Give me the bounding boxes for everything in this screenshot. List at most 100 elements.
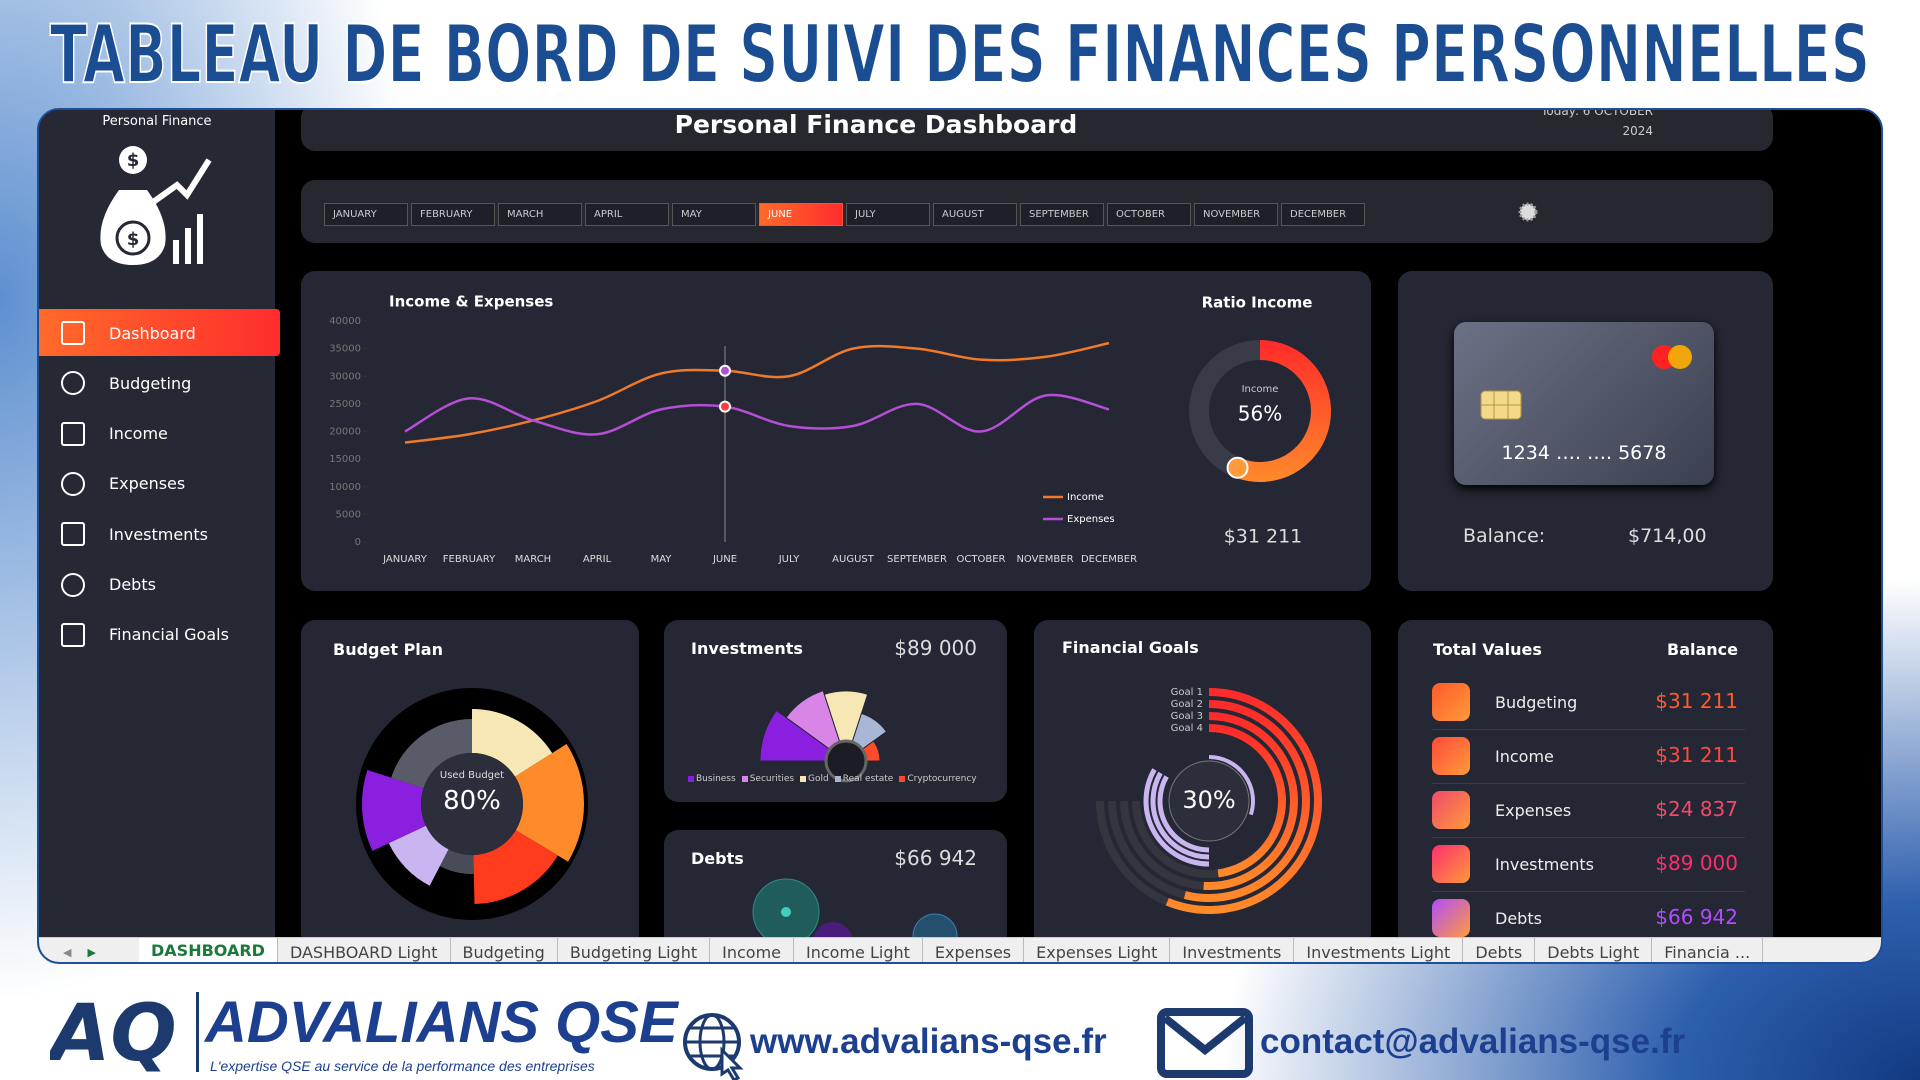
sheet-tab[interactable]: Budgeting Light	[558, 938, 711, 962]
line-series	[404, 341, 1110, 444]
totals-card: Total Values Balance Budgeting $31 211 Inc…	[1398, 620, 1773, 960]
row-label: Debts	[1495, 909, 1542, 928]
y-tick-label: 20000	[329, 427, 361, 438]
chart-title: Ratio Income	[1202, 294, 1313, 312]
sheet-tab[interactable]: DASHBOARD Light	[278, 938, 451, 962]
menu-label: Income	[109, 424, 168, 444]
legend-swatch	[741, 776, 748, 782]
goal-label: Goal 1	[1171, 687, 1203, 698]
donut-hole	[421, 753, 523, 855]
line-series	[404, 393, 1110, 436]
dashboard-title: Personal Finance Dashboard	[674, 110, 1078, 139]
x-tick-label: AUGUST	[832, 554, 875, 565]
goals-card: Financial Goals Goal 1 Goal 2 Goal 3 Goal 4…	[1034, 620, 1371, 960]
menu-item[interactable]: Investments	[39, 514, 275, 554]
sheet-tab[interactable]: Income Light	[794, 938, 923, 962]
month-button[interactable]: MARCH	[498, 203, 582, 226]
legend-label: Income	[1067, 492, 1104, 503]
date: Today: 6 OCTOBER	[1541, 108, 1653, 118]
sheet-tab[interactable]: DASHBOARD	[139, 938, 278, 962]
hover-point	[719, 364, 731, 377]
month-button[interactable]: AUGUST	[933, 203, 1017, 226]
goal-arc	[1203, 712, 1298, 890]
goal-label: Goal 3	[1171, 711, 1203, 722]
investments-chart	[759, 689, 888, 783]
x-tick-label: MAY	[651, 554, 673, 565]
legend-label: Expenses	[1067, 514, 1115, 525]
brand: Personal Finance	[102, 114, 212, 129]
sheet-tab[interactable]: Investments Light	[1294, 938, 1464, 962]
legend: Business Securities Gold Real estate Cryptoc…	[688, 774, 977, 784]
row-icon	[1432, 737, 1470, 775]
brand-icon: $ $	[100, 146, 212, 265]
month-button[interactable]: DECEMBER	[1281, 203, 1365, 226]
budget-label: Used Budget	[439, 770, 505, 781]
card-amount: $66 942	[894, 846, 977, 870]
month-button[interactable]: OCTOBER	[1107, 203, 1191, 226]
center-arc	[1208, 755, 1255, 816]
active-highlight	[39, 309, 280, 356]
month-button[interactable]: APRIL	[585, 203, 669, 226]
sheet-tab-bar: ◀ ▶ DASHBOARD DASHBOARD Light Budgeting Budg…	[39, 937, 1881, 962]
chart-title: Income & Expenses	[389, 293, 553, 311]
legend-label: Cryptocurrency	[907, 774, 977, 784]
sheet-tab[interactable]: Debts	[1463, 938, 1536, 962]
mail-icon	[1157, 1008, 1253, 1078]
footer-email: contact@advalians-qse.fr	[1260, 1022, 1686, 1061]
month-button[interactable]: JANUARY	[324, 203, 408, 226]
budget-remaining	[391, 719, 472, 789]
donut-arc	[1233, 340, 1331, 482]
sheet-tab[interactable]: Financia ...	[1652, 938, 1764, 962]
sheet-tab[interactable]: Expenses Light	[1024, 938, 1171, 962]
menu-item[interactable]: Debts	[39, 565, 275, 605]
donut-label: Income	[1242, 384, 1279, 395]
x-tick-label: FEBRUARY	[443, 554, 496, 565]
month-button[interactable]: FEBRUARY	[411, 203, 495, 226]
sheet-tab[interactable]: Investments	[1170, 938, 1295, 962]
menu-item[interactable]: Expenses	[39, 464, 275, 504]
goal-arc	[1208, 724, 1286, 878]
month-button[interactable]: SEPTEMBER	[1020, 203, 1104, 226]
dark-mode-icon[interactable]	[1629, 200, 1653, 224]
divider	[196, 992, 199, 1072]
sheet-tab[interactable]: Budgeting	[451, 938, 558, 962]
table-header: Total Values	[1433, 640, 1542, 659]
menu-item[interactable]: Dashboard	[39, 313, 275, 353]
sheet-tab[interactable]: Debts Light	[1535, 938, 1653, 962]
menu-icon	[61, 321, 85, 345]
year: 2024	[1622, 124, 1653, 138]
x-tick-label: MARCH	[515, 554, 551, 565]
menu-label: Financial Goals	[109, 625, 229, 645]
goal-arc	[1165, 688, 1322, 914]
budget-segment	[473, 830, 558, 904]
menu-icon	[61, 371, 85, 396]
card-chip	[1480, 390, 1522, 420]
card-number: 1234 …. …. 5678	[1501, 442, 1667, 464]
budget-segment	[388, 825, 449, 886]
row-icon	[1432, 899, 1470, 937]
sheet-tab[interactable]: Income	[710, 938, 794, 962]
sheet-tab[interactable]: Expenses	[923, 938, 1025, 962]
menu-icon	[61, 522, 85, 547]
light-mode-icon[interactable]	[1516, 200, 1540, 224]
footer-website: www.advalians-qse.fr	[750, 1022, 1107, 1061]
center-value: 30%	[1182, 786, 1235, 814]
menu-item[interactable]: Income	[39, 414, 275, 454]
x-tick-label: JANUARY	[382, 554, 428, 565]
row-label: Budgeting	[1495, 693, 1578, 712]
month-button[interactable]: MAY	[672, 203, 756, 226]
goal-label: Goal 2	[1171, 699, 1203, 710]
credit-card: 1234 …. …. 5678	[1454, 322, 1714, 485]
tab-nav[interactable]: ◀ ▶	[63, 945, 96, 959]
row-value: $31 211	[1655, 743, 1738, 767]
month-button[interactable]: JULY	[846, 203, 930, 226]
decor-arc	[1157, 775, 1210, 853]
menu-icon	[61, 572, 85, 597]
menu-item[interactable]: Financial Goals	[39, 615, 275, 655]
legend-item: Business	[688, 774, 736, 784]
y-tick-label: 40000	[329, 316, 361, 327]
month-button[interactable]: NOVEMBER	[1194, 203, 1278, 226]
legend-swatch	[688, 776, 694, 782]
menu-item[interactable]: Budgeting	[39, 363, 275, 403]
month-button[interactable]: JUNE	[759, 203, 843, 226]
